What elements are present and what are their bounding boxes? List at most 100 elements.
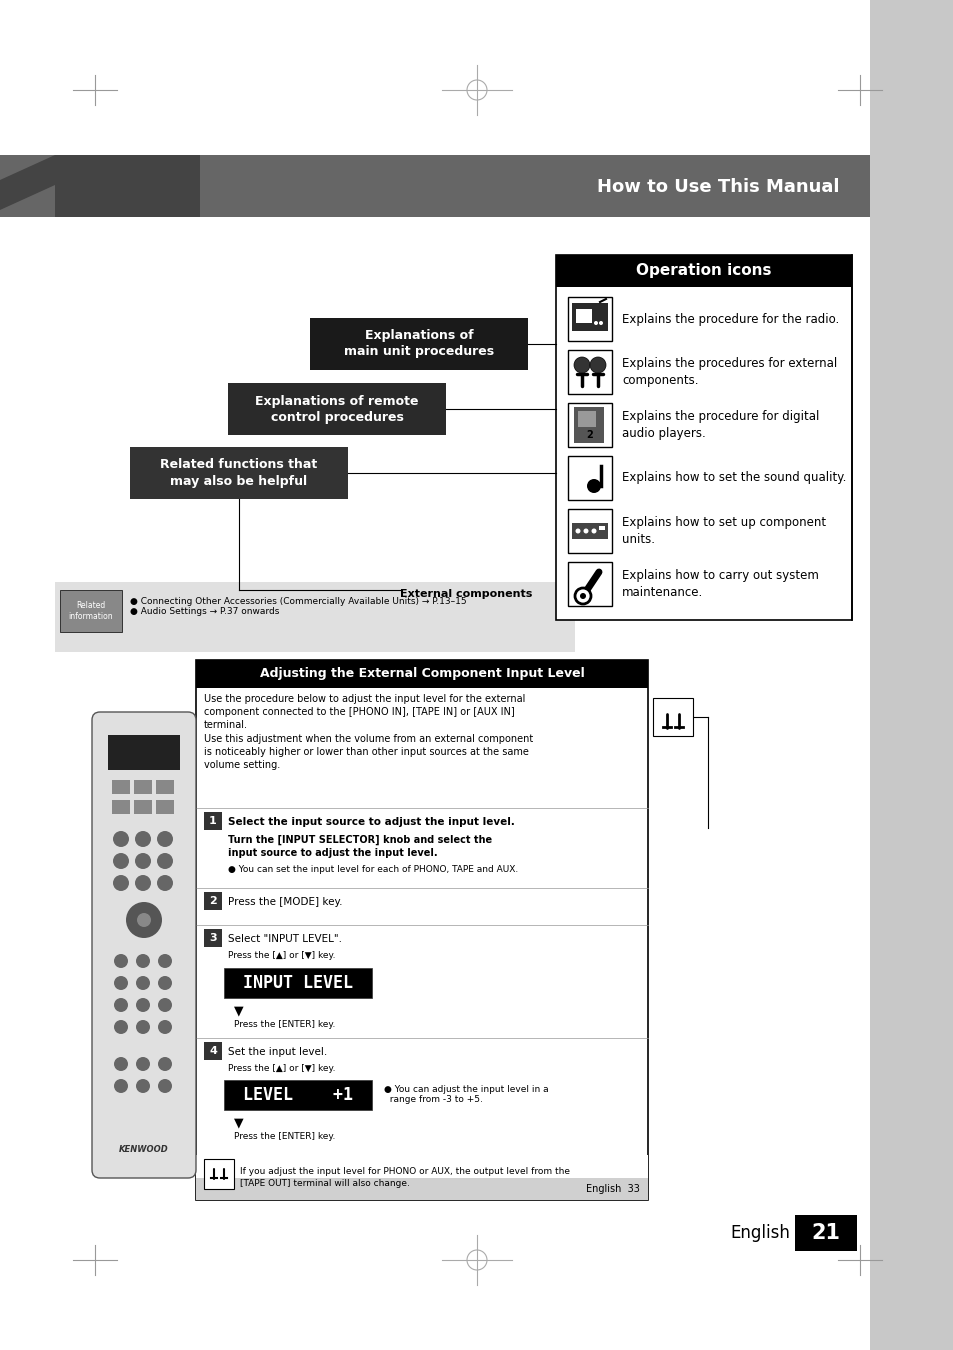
- Bar: [112, 780, 130, 794]
- Bar: [794, 1215, 856, 1251]
- Circle shape: [157, 832, 172, 846]
- Circle shape: [136, 1021, 150, 1034]
- Text: External components: External components: [399, 589, 532, 599]
- Circle shape: [136, 954, 150, 968]
- Circle shape: [586, 479, 600, 493]
- Circle shape: [158, 998, 172, 1012]
- Circle shape: [574, 356, 589, 373]
- Bar: [133, 801, 152, 814]
- Text: Set the input level.: Set the input level.: [228, 1048, 327, 1057]
- Bar: [576, 309, 592, 323]
- Text: 2: 2: [209, 896, 216, 906]
- Circle shape: [583, 528, 588, 533]
- Circle shape: [136, 976, 150, 990]
- Circle shape: [113, 998, 128, 1012]
- Circle shape: [575, 528, 579, 533]
- Text: 3: 3: [209, 933, 216, 944]
- Circle shape: [112, 853, 129, 869]
- Bar: [156, 801, 173, 814]
- Circle shape: [113, 976, 128, 990]
- Circle shape: [135, 875, 151, 891]
- Circle shape: [113, 1021, 128, 1034]
- Text: Operation icons: Operation icons: [636, 263, 771, 278]
- Text: Use the procedure below to adjust the input level for the external
component con: Use the procedure below to adjust the in…: [204, 694, 533, 769]
- Bar: [224, 1080, 372, 1110]
- Circle shape: [135, 832, 151, 846]
- Bar: [156, 780, 173, 794]
- Bar: [60, 590, 122, 632]
- Text: ▼: ▼: [233, 1116, 243, 1129]
- Circle shape: [158, 1021, 172, 1034]
- Bar: [0, 155, 869, 217]
- Text: Related
information: Related information: [69, 601, 113, 621]
- Text: ● You can set the input level for each of PHONO, TAPE and AUX.: ● You can set the input level for each o…: [228, 865, 517, 873]
- Bar: [204, 929, 222, 946]
- Bar: [556, 255, 851, 620]
- Text: Select "INPUT LEVEL".: Select "INPUT LEVEL".: [228, 934, 341, 944]
- Text: English: English: [729, 1224, 789, 1242]
- Circle shape: [575, 589, 590, 603]
- Text: Explanations of
main unit procedures: Explanations of main unit procedures: [344, 329, 494, 359]
- Bar: [195, 660, 647, 688]
- Bar: [567, 562, 612, 606]
- Bar: [652, 698, 692, 736]
- Bar: [55, 582, 575, 652]
- Circle shape: [158, 1079, 172, 1094]
- Text: Explanations of remote
control procedures: Explanations of remote control procedure…: [255, 394, 418, 424]
- Polygon shape: [0, 155, 200, 217]
- FancyBboxPatch shape: [91, 711, 195, 1179]
- Bar: [567, 404, 612, 447]
- Circle shape: [136, 1079, 150, 1094]
- Text: How to Use This Manual: How to Use This Manual: [597, 178, 840, 196]
- Text: Press the [ENTER] key.: Press the [ENTER] key.: [233, 1133, 335, 1141]
- Bar: [130, 447, 348, 500]
- Circle shape: [112, 832, 129, 846]
- Bar: [572, 522, 607, 539]
- Text: Press the [▲] or [▼] key.: Press the [▲] or [▼] key.: [228, 1064, 335, 1073]
- Bar: [195, 1156, 647, 1195]
- Text: Explains how to set up component
units.: Explains how to set up component units.: [621, 516, 825, 545]
- Text: Select the input source to adjust the input level.: Select the input source to adjust the in…: [228, 817, 515, 828]
- Text: Press the [ENTER] key.: Press the [ENTER] key.: [233, 1021, 335, 1029]
- Bar: [204, 892, 222, 910]
- Text: ● You can adjust the input level in a
  range from -3 to +5.: ● You can adjust the input level in a ra…: [384, 1085, 548, 1104]
- Bar: [204, 1160, 233, 1189]
- Circle shape: [158, 954, 172, 968]
- Bar: [133, 780, 152, 794]
- Text: Press the [▲] or [▼] key.: Press the [▲] or [▼] key.: [228, 950, 335, 960]
- Bar: [195, 660, 647, 1200]
- Bar: [598, 526, 604, 531]
- Circle shape: [113, 954, 128, 968]
- Circle shape: [137, 913, 151, 927]
- Text: 2: 2: [586, 431, 593, 440]
- Circle shape: [113, 1057, 128, 1071]
- Text: ● Connecting Other Accessories (Commercially Available Units) → P.13–15
● Audio : ● Connecting Other Accessories (Commerci…: [130, 597, 466, 617]
- Text: If you adjust the input level for PHONO or AUX, the output level from the
[TAPE : If you adjust the input level for PHONO …: [240, 1166, 569, 1188]
- Text: INPUT LEVEL: INPUT LEVEL: [243, 973, 353, 992]
- Bar: [228, 383, 446, 435]
- Circle shape: [157, 875, 172, 891]
- Bar: [204, 811, 222, 830]
- Text: 4: 4: [209, 1046, 216, 1056]
- Circle shape: [598, 321, 602, 325]
- Bar: [572, 302, 607, 331]
- Circle shape: [136, 998, 150, 1012]
- Circle shape: [594, 321, 598, 325]
- Text: English  33: English 33: [585, 1184, 639, 1193]
- Circle shape: [579, 593, 585, 599]
- Circle shape: [113, 1079, 128, 1094]
- Bar: [108, 734, 180, 770]
- Text: Adjusting the External Component Input Level: Adjusting the External Component Input L…: [259, 667, 584, 680]
- Text: LEVEL    +1: LEVEL +1: [243, 1085, 353, 1104]
- Circle shape: [158, 1057, 172, 1071]
- Circle shape: [589, 356, 605, 373]
- Bar: [567, 350, 612, 394]
- Bar: [567, 509, 612, 554]
- Circle shape: [158, 976, 172, 990]
- Text: Explains how to set the sound quality.: Explains how to set the sound quality.: [621, 471, 845, 485]
- Text: Explains how to carry out system
maintenance.: Explains how to carry out system mainten…: [621, 568, 818, 599]
- Text: ▼: ▼: [233, 1004, 243, 1017]
- Text: Explains the procedure for digital
audio players.: Explains the procedure for digital audio…: [621, 410, 819, 440]
- Text: Explains the procedures for external
components.: Explains the procedures for external com…: [621, 356, 837, 387]
- Circle shape: [136, 1057, 150, 1071]
